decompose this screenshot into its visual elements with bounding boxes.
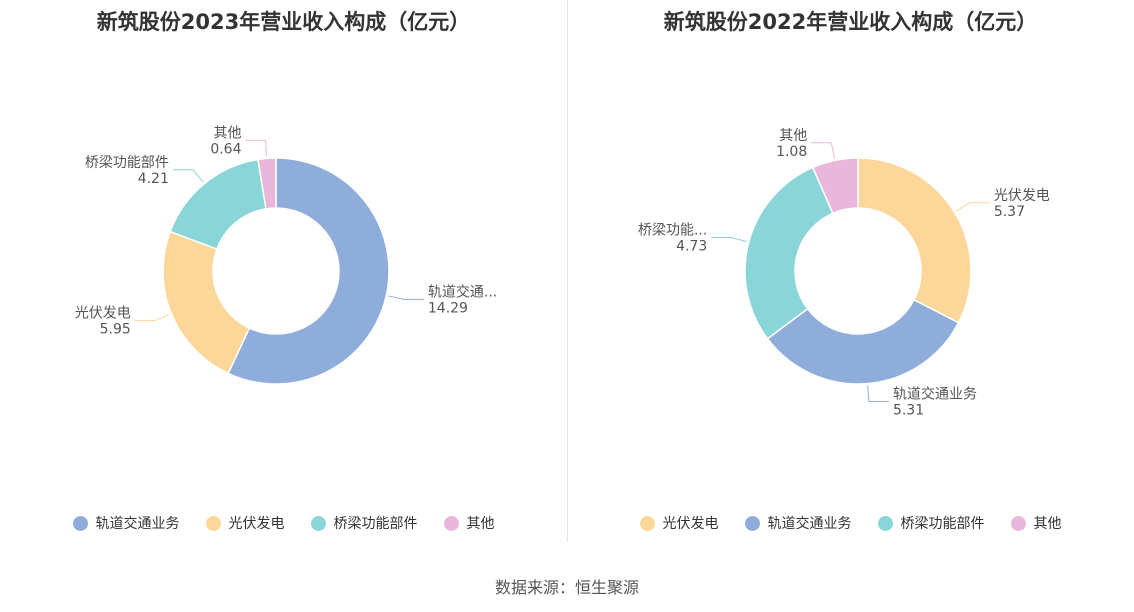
slice-label: 其他 (779, 128, 807, 144)
slice-桥梁功能部件 (744, 166, 834, 340)
leader-line (388, 295, 424, 300)
legend-dot-icon (1010, 515, 1026, 531)
slice-桥梁功能部件 (169, 158, 267, 250)
legend: 轨道交通业务 光伏发电 桥梁功能部件 其他 (0, 513, 567, 533)
slice-轨道交通业务 (227, 157, 390, 385)
legend-label: 其他 (1033, 516, 1062, 532)
legend-dot-icon (744, 515, 760, 531)
leader-line (811, 142, 835, 159)
slice-value: 5.31 (893, 403, 924, 419)
leader-line (711, 237, 747, 243)
legend-item[interactable]: 轨道交通业务 (744, 513, 852, 533)
legend-item[interactable]: 其他 (1010, 513, 1062, 533)
slice-label: 桥梁功能部件 (85, 155, 169, 171)
legend-label: 轨道交通业务 (95, 516, 180, 532)
slice-label: 轨道交通... (428, 283, 497, 300)
chart-2023: 新筑股份2023年营业收入构成（亿元） 轨道交通... 14.29 光伏发电 5.95… (0, 0, 567, 550)
legend-dot-icon (205, 515, 221, 531)
legend-item[interactable]: 轨道交通业务 (72, 513, 180, 533)
slice-其他 (257, 157, 277, 210)
legend-item[interactable]: 光伏发电 (639, 513, 719, 533)
data-source: 数据来源：恒生聚源 (494, 578, 639, 597)
legend-label: 桥梁功能部件 (333, 516, 418, 532)
legend-item[interactable]: 其他 (443, 513, 495, 533)
leader-line (172, 169, 204, 183)
legend-label: 桥梁功能部件 (900, 516, 985, 532)
slice-光伏发电 (857, 157, 972, 324)
legend-dot-icon (72, 515, 88, 531)
legend-label: 轨道交通业务 (767, 516, 852, 532)
legend-dot-icon (310, 515, 326, 531)
chart-title: 新筑股份2023年营业收入构成（亿元） (96, 10, 471, 34)
legend: 光伏发电 轨道交通业务 桥梁功能部件 其他 (567, 513, 1134, 533)
chart-title: 新筑股份2022年营业收入构成（亿元） (663, 10, 1038, 34)
legend-label: 光伏发电 (228, 516, 285, 532)
chart-2022: 新筑股份2022年营业收入构成（亿元） 光伏发电 5.37 轨道交通业务 5.31 桥梁… (567, 0, 1134, 550)
leader-line (955, 202, 990, 212)
leader-line (245, 139, 268, 157)
slice-轨道交通业务 (766, 298, 960, 385)
slice-label: 光伏发电 (994, 188, 1050, 204)
legend-dot-icon (639, 515, 655, 531)
slice-label: 轨道交通业务 (893, 386, 977, 403)
legend-item[interactable]: 光伏发电 (205, 513, 285, 533)
legend-label: 光伏发电 (662, 516, 719, 532)
legend-dot-icon (443, 515, 459, 531)
divider (567, 0, 568, 542)
slice-label: 光伏发电 (75, 306, 131, 322)
slice-光伏发电 (162, 230, 251, 375)
slice-label: 其他 (214, 125, 242, 141)
legend-label: 其他 (466, 516, 495, 532)
slice-value: 14.29 (428, 300, 468, 316)
slice-value: 4.73 (676, 239, 707, 255)
slice-value: 5.95 (100, 322, 131, 338)
slice-label: 桥梁功能... (638, 223, 707, 239)
leader-line (867, 385, 889, 403)
slice-value: 5.37 (994, 204, 1025, 220)
slice-value: 4.21 (138, 171, 169, 187)
slice-value: 1.08 (776, 144, 807, 160)
leader-line (134, 314, 170, 322)
slice-其他 (811, 157, 859, 215)
legend-dot-icon (877, 515, 893, 531)
slice-value: 0.64 (210, 141, 241, 157)
legend-item[interactable]: 桥梁功能部件 (310, 513, 418, 533)
legend-item[interactable]: 桥梁功能部件 (877, 513, 985, 533)
